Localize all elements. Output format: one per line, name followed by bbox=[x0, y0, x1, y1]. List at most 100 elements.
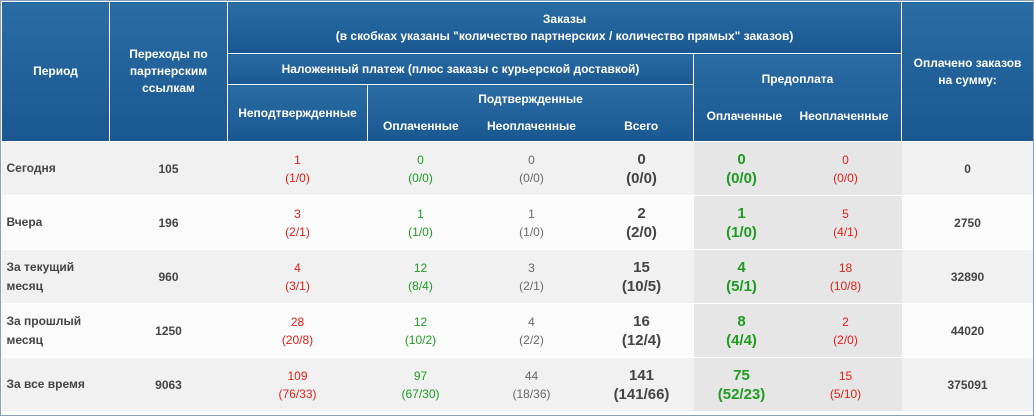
value: 141 bbox=[628, 366, 655, 384]
value-split: (20/8) bbox=[281, 332, 314, 347]
row-period: За прошлый месяц bbox=[1, 303, 110, 358]
header-paid: Оплаченные bbox=[383, 119, 459, 133]
header-confirmed-subcols: Оплаченные Неоплаченные Всего bbox=[368, 118, 693, 135]
row-prepay-unpaid: 2 (2/0) bbox=[789, 303, 902, 358]
row-period: Вчера bbox=[1, 195, 110, 250]
row-clicks: 196 bbox=[109, 195, 228, 250]
value: 1 bbox=[528, 206, 535, 221]
value: 15 bbox=[838, 368, 853, 383]
row-total: 0 (0/0) bbox=[589, 141, 694, 196]
row-unpaid: 1 (1/0) bbox=[473, 195, 590, 250]
header-prepay-subcols: Оплаченные Неоплаченные bbox=[698, 108, 897, 125]
row-prepay-unpaid: 15 (5/10) bbox=[789, 357, 902, 412]
row-unconfirmed: 28 (20/8) bbox=[227, 303, 368, 358]
value-split: (8/4) bbox=[408, 278, 433, 293]
value: 3 bbox=[528, 260, 535, 275]
value-split: (1/0) bbox=[285, 170, 310, 185]
row-unpaid: 0 (0/0) bbox=[473, 141, 590, 196]
value: 4 bbox=[294, 260, 301, 275]
header-orders: Заказы (в скобках указаны "количество па… bbox=[226, 1, 903, 54]
header-orders-subtitle: (в скобках указаны "количество партнерск… bbox=[335, 28, 794, 43]
row-unpaid: 3 (2/1) bbox=[473, 249, 590, 304]
header-confirmed-title: Подтвержденные bbox=[478, 92, 583, 106]
value-split: (2/0) bbox=[833, 332, 858, 347]
value: 109 bbox=[287, 368, 308, 383]
row-prepay-paid: 0 (0/0) bbox=[693, 141, 790, 196]
row-unconfirmed: 109 (76/33) bbox=[227, 357, 368, 412]
value: 97 bbox=[413, 368, 428, 383]
value: 0 bbox=[842, 152, 849, 167]
value: 8 bbox=[737, 312, 746, 330]
value-split: (52/23) bbox=[717, 385, 766, 403]
header-prepay-paid: Оплаченные bbox=[706, 108, 783, 123]
header-unconfirmed: Неподтвержденные bbox=[227, 84, 368, 142]
header-prepay-unpaid: Неоплаченные bbox=[799, 108, 889, 123]
row-paid: 0 (0/0) bbox=[367, 141, 474, 196]
value: 0 bbox=[528, 152, 535, 167]
row-unconfirmed: 4 (3/1) bbox=[227, 249, 368, 304]
header-period: Период bbox=[1, 1, 110, 142]
value: 3 bbox=[294, 206, 301, 221]
row-prepay-paid: 75 (52/23) bbox=[693, 357, 790, 412]
value-split: (4/1) bbox=[833, 224, 858, 239]
row-total: 16 (12/4) bbox=[589, 303, 694, 358]
row-prepay-paid: 4 (5/1) bbox=[693, 249, 790, 304]
value-split: (5/10) bbox=[829, 386, 862, 401]
value-split: (10/8) bbox=[829, 278, 862, 293]
table-row: За текущий месяц 960 4 (3/1) 12 (8/4) 3 (2/… bbox=[1, 249, 1033, 304]
table-row: За все время 9063 109 (76/33) 97 (67/30) 4… bbox=[1, 357, 1033, 412]
header-confirmed: Подтвержденные Оплаченные Неоплаченные В… bbox=[367, 84, 694, 142]
row-paid: 12 (8/4) bbox=[367, 249, 474, 304]
value-split: (1/0) bbox=[726, 223, 757, 241]
row-paid: 1 (1/0) bbox=[367, 195, 474, 250]
value: 2 bbox=[637, 204, 646, 222]
value: 2 bbox=[842, 314, 849, 329]
header-total: Всего bbox=[624, 119, 659, 133]
row-total: 15 (10/5) bbox=[589, 249, 694, 304]
value-split: (2/1) bbox=[519, 278, 544, 293]
row-period: За все время bbox=[1, 357, 110, 412]
value: 4 bbox=[528, 314, 535, 329]
value-split: (0/0) bbox=[408, 170, 433, 185]
row-prepay-unpaid: 5 (4/1) bbox=[789, 195, 902, 250]
value-split: (67/30) bbox=[401, 386, 440, 401]
value-split: (5/1) bbox=[726, 277, 757, 295]
row-sum: 44020 bbox=[901, 303, 1033, 358]
row-prepay-paid: 1 (1/0) bbox=[693, 195, 790, 250]
row-clicks: 105 bbox=[109, 141, 228, 196]
row-paid: 12 (10/2) bbox=[367, 303, 474, 358]
value-split: (0/0) bbox=[833, 170, 858, 185]
header-orders-title: Заказы bbox=[542, 11, 587, 26]
row-unconfirmed: 1 (1/0) bbox=[227, 141, 368, 196]
row-paid: 97 (67/30) bbox=[367, 357, 474, 412]
value: 0 bbox=[417, 152, 424, 167]
row-sum: 0 bbox=[901, 141, 1033, 196]
row-prepay-unpaid: 0 (0/0) bbox=[789, 141, 902, 196]
value-split: (0/0) bbox=[519, 170, 544, 185]
value-split: (1/0) bbox=[408, 224, 433, 239]
value: 44 bbox=[524, 368, 539, 383]
value-split: (10/2) bbox=[404, 332, 437, 347]
value: 28 bbox=[290, 314, 305, 329]
row-sum: 2750 bbox=[901, 195, 1033, 250]
header-prepay-title: Предоплата bbox=[761, 71, 834, 86]
row-sum: 32890 bbox=[901, 249, 1033, 304]
value: 18 bbox=[838, 260, 853, 275]
value-split: (3/1) bbox=[285, 278, 310, 293]
value-split: (0/0) bbox=[626, 169, 657, 187]
value-split: (4/4) bbox=[726, 331, 757, 349]
value-split: (1/0) bbox=[519, 224, 544, 239]
row-clicks: 1250 bbox=[109, 303, 228, 358]
value-split: (18/36) bbox=[512, 386, 551, 401]
row-unpaid: 4 (2/2) bbox=[473, 303, 590, 358]
table-row: За прошлый месяц 1250 28 (20/8) 12 (10/2) … bbox=[1, 303, 1033, 358]
value-split: (12/4) bbox=[621, 331, 662, 349]
row-total: 2 (2/0) bbox=[589, 195, 694, 250]
row-period: Сегодня bbox=[1, 141, 110, 196]
row-sum: 375091 bbox=[901, 357, 1033, 412]
value: 12 bbox=[413, 260, 428, 275]
value: 1 bbox=[737, 204, 746, 222]
value: 12 bbox=[413, 314, 428, 329]
